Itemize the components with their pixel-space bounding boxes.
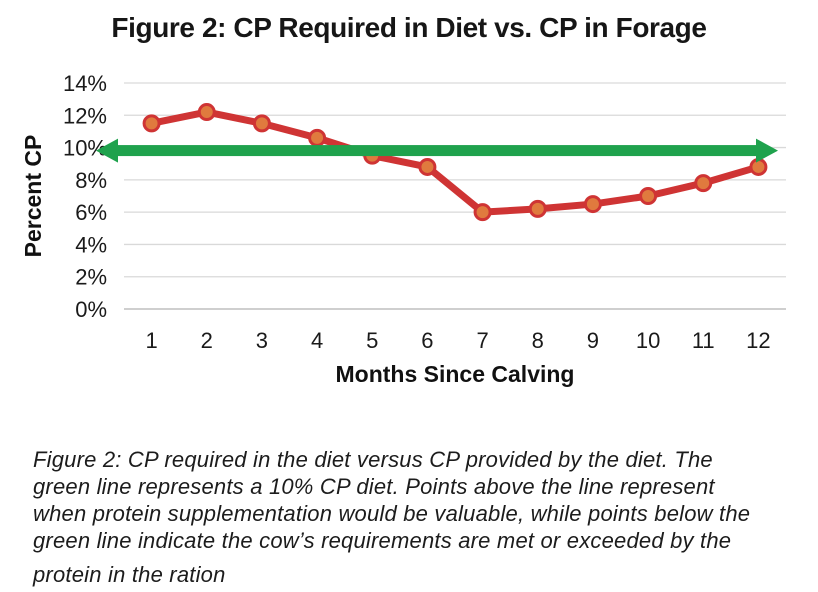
reference-line-left-arrowhead [96, 138, 118, 163]
x-tick-label: 10 [636, 328, 660, 353]
chart-title: Figure 2: CP Required in Diet vs. CP in … [111, 12, 707, 43]
plot-area: 0%2%4%6%8%10%12%14%1 2 3 4 5 6 7 8 9 10 11 12 [63, 71, 786, 353]
caption-line: Figure 2: CP required in the diet versus… [33, 447, 713, 472]
x-tick-label: 12 [746, 328, 770, 353]
data-point-month-9 [583, 195, 602, 214]
y-tick-label: 14% [63, 71, 107, 96]
caption-line: green line represents a 10% CP diet. Poi… [33, 474, 715, 499]
reference-line-right-arrowhead [756, 138, 778, 163]
x-tick-label: 3 [256, 328, 268, 353]
data-point-month-1 [142, 114, 161, 133]
y-tick-label: 0% [75, 297, 107, 322]
x-tick-label: 2 [201, 328, 213, 353]
x-tick-label: 6 [421, 328, 433, 353]
x-axis-title: Months Since Calving [336, 361, 575, 387]
x-tick-label: 7 [476, 328, 488, 353]
caption-line: when protein supplementation would be va… [33, 501, 751, 526]
caption-line: green line indicate the cow’s requiremen… [33, 528, 732, 553]
y-tick-label: 12% [63, 103, 107, 128]
data-point-month-6 [418, 157, 437, 176]
cp-line-chart: 0%2%4%6%8%10%12%14%1 2 3 4 5 6 7 8 9 10 11 12 Perce… [20, 71, 786, 387]
y-tick-label: 8% [75, 168, 107, 193]
y-axis-title: Percent CP [20, 135, 46, 258]
data-point-month-7 [473, 203, 492, 222]
reference-line-shaft [116, 145, 758, 157]
figure-caption: Figure 2: CP required in the diet versus… [33, 446, 803, 588]
y-tick-label: 6% [75, 200, 107, 225]
x-tick-label: 8 [532, 328, 544, 353]
cp-series-line [148, 108, 762, 216]
data-point-month-3 [252, 114, 271, 133]
x-tick-label: 4 [311, 328, 323, 353]
x-tick-label: 5 [366, 328, 378, 353]
x-tick-label: 9 [587, 328, 599, 353]
data-point-month-10 [639, 187, 658, 205]
x-tick-label: 11 [692, 328, 715, 353]
y-tick-label: 10% [63, 136, 107, 161]
x-tick-label: 1 [145, 328, 157, 353]
data-point-month-12 [749, 157, 768, 176]
caption-line: protein in the ration [33, 562, 226, 587]
y-tick-label: 4% [75, 232, 107, 257]
data-point-month-11 [694, 174, 713, 193]
data-point-month-2 [197, 103, 216, 122]
y-tick-label: 2% [75, 265, 107, 290]
data-point-month-4 [308, 128, 327, 147]
data-point-month-8 [528, 199, 547, 218]
